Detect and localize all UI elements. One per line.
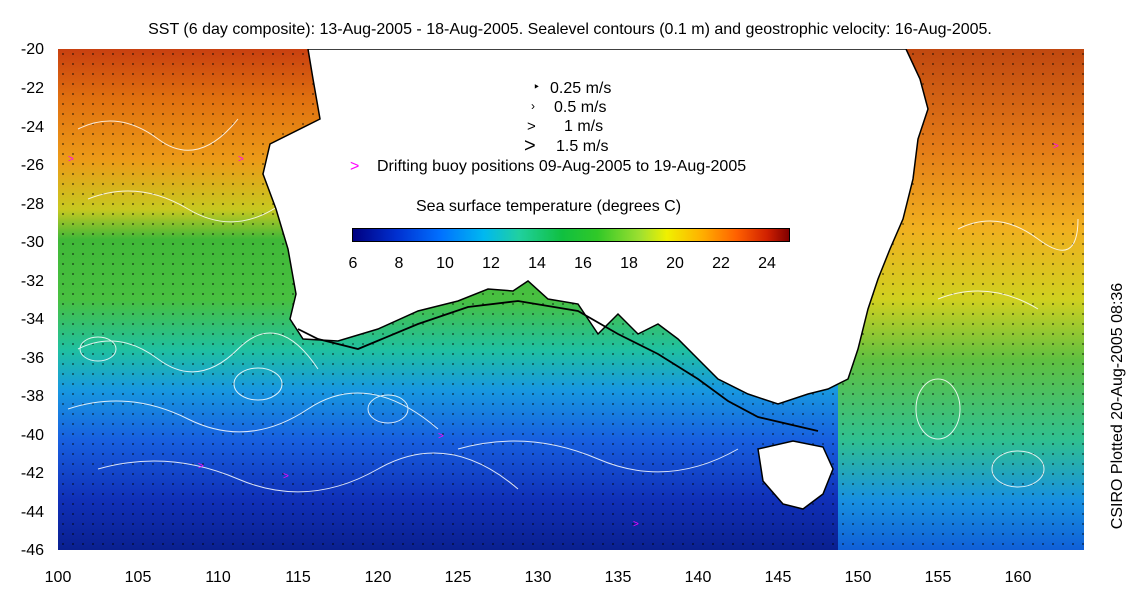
svg-text:>: > [238,154,244,165]
y-tick: -34 [20,311,44,328]
sst-map: > > > > > > > [58,49,1084,550]
colorbar-tick: 6 [348,255,358,272]
y-tick: -38 [20,388,44,405]
arrow-icon: › [531,99,535,113]
x-tick: 140 [684,569,712,586]
svg-text:>: > [633,519,639,530]
y-tick: -22 [20,80,44,97]
colorbar-tick: 14 [528,255,546,272]
colorbar-title: Sea surface temperature (degrees C) [416,198,682,215]
colorbar [352,228,790,242]
svg-text:>: > [1053,141,1059,152]
colorbar-tick: 22 [712,255,730,272]
colorbar-tick: 20 [666,255,684,272]
x-tick: 105 [124,569,152,586]
x-tick: 110 [205,569,231,586]
arrow-icon: > [524,135,536,157]
x-tick: 160 [1004,569,1032,586]
y-tick: -44 [20,504,44,521]
velocity-legend-label: 1 m/s [564,118,604,135]
side-credit-text: CSIRO Plotted 20-Aug-2005 08:36 [1109,282,1126,530]
arrow-icon: > [527,118,536,135]
x-tick: 125 [444,569,472,586]
y-tick: -28 [20,196,44,213]
colorbar-tick: 18 [620,255,638,272]
colorbar-tick: 16 [574,255,592,272]
x-tick: 155 [924,569,952,586]
x-tick: 135 [604,569,632,586]
buoy-marker-icon: > [350,158,360,175]
arrow-icon: ‣ [533,80,541,94]
y-tick: -42 [20,465,44,482]
svg-text:>: > [198,461,204,472]
velocity-legend-label: 0.25 m/s [550,80,612,97]
colorbar-tick: 12 [482,255,500,272]
x-tick: 100 [44,569,72,586]
colorbar-tick: 10 [436,255,454,272]
y-tick: -20 [20,41,44,58]
plot-title: SST (6 day composite): 13-Aug-2005 - 18-… [148,21,992,38]
y-tick: -24 [20,119,44,136]
svg-text:>: > [283,471,289,482]
y-tick: -40 [20,427,44,444]
x-tick: 115 [285,569,311,586]
x-tick: 120 [364,569,392,586]
colorbar-tick: 24 [758,255,776,272]
y-tick: -36 [20,350,44,367]
velocity-legend-label: 1.5 m/s [556,138,609,155]
velocity-legend-label: 0.5 m/s [554,99,607,116]
svg-text:>: > [68,154,74,165]
svg-text:>: > [438,431,444,442]
side-credit: CSIRO Plotted 20-Aug-2005 08:36 [1108,256,1128,556]
x-tick: 145 [764,569,792,586]
x-tick: 130 [524,569,552,586]
buoy-legend-label: Drifting buoy positions 09-Aug-2005 to 1… [377,158,747,175]
colorbar-tick: 8 [394,255,404,272]
y-tick: -46 [20,542,44,559]
y-tick: -32 [20,273,44,290]
x-tick: 150 [844,569,872,586]
y-tick: -26 [20,157,44,174]
y-tick: -30 [20,234,44,251]
